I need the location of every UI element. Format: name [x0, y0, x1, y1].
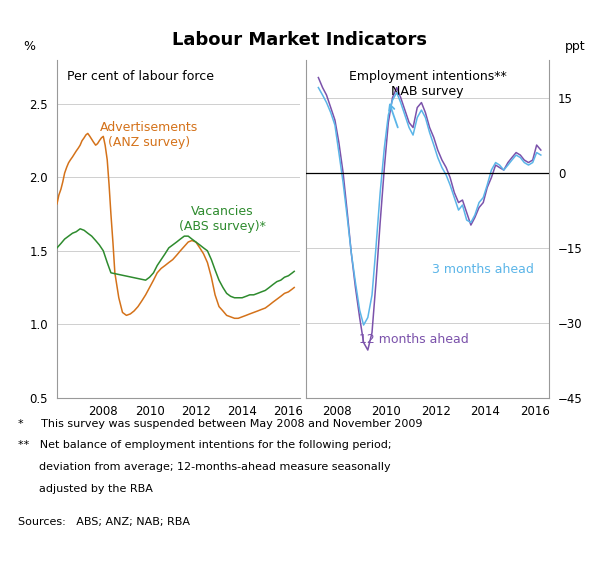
Text: **   Net balance of employment intentions for the following period;: ** Net balance of employment intentions … [18, 440, 392, 450]
Text: ppt: ppt [565, 40, 586, 53]
Text: deviation from average; 12-months-ahead measure seasonally: deviation from average; 12-months-ahead … [18, 462, 391, 472]
Text: Labour Market Indicators: Labour Market Indicators [173, 31, 427, 49]
Text: %: % [23, 40, 35, 53]
Text: Per cent of labour force: Per cent of labour force [67, 70, 214, 83]
Text: Employment intentions**
NAB survey: Employment intentions** NAB survey [349, 70, 506, 98]
Text: 3 months ahead: 3 months ahead [433, 263, 534, 276]
Text: 12 months ahead: 12 months ahead [359, 333, 469, 347]
Text: *     This survey was suspended between May 2008 and November 2009: * This survey was suspended between May … [18, 419, 422, 428]
Text: Sources:   ABS; ANZ; NAB; RBA: Sources: ABS; ANZ; NAB; RBA [18, 517, 190, 526]
Text: Vacancies
(ABS survey)*: Vacancies (ABS survey)* [179, 205, 266, 233]
Text: Advertisements
(ANZ survey): Advertisements (ANZ survey) [100, 121, 199, 149]
Text: adjusted by the RBA: adjusted by the RBA [18, 484, 153, 494]
